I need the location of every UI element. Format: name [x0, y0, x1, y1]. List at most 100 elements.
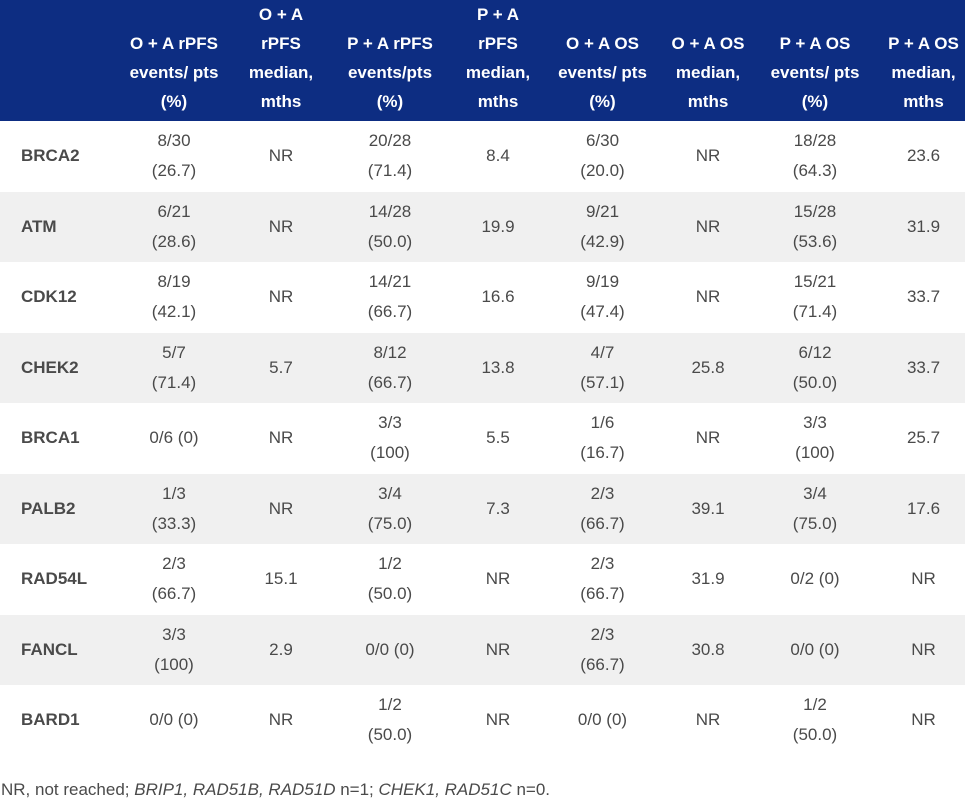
cell-line: 25.7	[906, 428, 941, 448]
table-cell: 2/3 (66.7)	[537, 544, 668, 615]
cell-line: 31.9	[691, 569, 725, 589]
cell-line: (50.0)	[792, 725, 838, 745]
cell-line: 15/21	[793, 272, 837, 292]
cell-line: 14/21	[368, 272, 412, 292]
cell-line: 0/0 (0)	[149, 710, 199, 730]
cell-line: (50.0)	[367, 584, 413, 604]
cell-line: 2/3	[590, 624, 615, 644]
table-cell: 15.1	[241, 544, 321, 615]
cell-line: (20.0)	[580, 161, 625, 181]
table-cell: 31.9	[882, 191, 965, 262]
cell-line: 17.6	[906, 498, 941, 518]
cell-line: 13.8	[481, 357, 515, 377]
table-row: FANCL 3/3 (100) 2.9 0/0 (0) NR 2/3 (66.7) 30.8 0/…	[0, 614, 965, 685]
column-header: O + A OS median, mths	[668, 0, 748, 121]
table-cell: 14/21 (66.7)	[321, 262, 459, 333]
column-header-line: O + A OS	[671, 34, 745, 53]
cell-line: (66.7)	[580, 654, 625, 674]
table-cell: NR	[668, 403, 748, 474]
column-header: P + A rPFS events/pts (%)	[321, 0, 459, 121]
cell-line: 0/6 (0)	[149, 428, 199, 448]
column-header-line: O + A	[258, 5, 304, 24]
column-header-line: median,	[465, 63, 531, 82]
table-cell: 2/3 (66.7)	[537, 614, 668, 685]
results-table: O + A rPFS events/ pts (%) O + A rPFS median,…	[0, 0, 965, 756]
cell-line: (42.1)	[151, 302, 197, 322]
cell-line: 9/21	[585, 201, 620, 221]
table-cell: NR	[668, 262, 748, 333]
table-cell: 16.6	[459, 262, 537, 333]
table-row: CDK12 8/19 (42.1) NR 14/21 (66.7) 16.6 9/19 (47.…	[0, 262, 965, 333]
header-row: O + A rPFS events/ pts (%) O + A rPFS median,…	[0, 0, 965, 121]
footnote-text: n=1;	[335, 780, 379, 799]
column-header-line: (%)	[160, 92, 188, 111]
table-cell: 25.8	[668, 332, 748, 403]
table-cell: 2/3 (66.7)	[537, 473, 668, 544]
cell-line: 0/0 (0)	[577, 710, 628, 730]
table-cell: NR	[668, 121, 748, 192]
cell-line: 25.8	[691, 357, 725, 377]
cell-line: NR	[695, 287, 721, 307]
table-cell: 2.9	[241, 614, 321, 685]
cell-line: NR	[485, 639, 511, 659]
table-cell: 5/7 (71.4)	[107, 332, 241, 403]
table-cell: 30.8	[668, 614, 748, 685]
cell-line: 33.7	[906, 357, 941, 377]
table-cell: 20/28 (71.4)	[321, 121, 459, 192]
column-header: O + A OS events/ pts (%)	[537, 0, 668, 121]
cell-line: 2/3	[590, 483, 615, 503]
cell-line: NR	[911, 639, 936, 659]
table-cell: 3/4 (75.0)	[748, 473, 882, 544]
cell-line: (100)	[154, 654, 194, 674]
cell-line: 39.1	[691, 498, 725, 518]
column-header-line: P + A rPFS	[347, 34, 433, 53]
cell-line: 15.1	[264, 569, 298, 589]
table-cell: 39.1	[668, 473, 748, 544]
cell-line: 33.7	[906, 287, 941, 307]
column-header-line: mths	[903, 92, 944, 111]
cell-line: (50.0)	[367, 725, 413, 745]
column-header-line: (%)	[801, 92, 829, 111]
column-header-line: O + A OS	[566, 34, 639, 53]
cell-line: 5.7	[269, 357, 293, 377]
cell-line: NR	[268, 710, 294, 730]
cell-line: (47.4)	[580, 302, 625, 322]
column-header-line: median,	[891, 63, 956, 82]
table-cell: 18/28 (64.3)	[748, 121, 882, 192]
table-cell: 17.6	[882, 473, 965, 544]
table-cell: 0/0 (0)	[107, 685, 241, 756]
table-cell: NR	[241, 262, 321, 333]
cell-line: (100)	[795, 443, 835, 463]
cell-line: 2/3	[590, 554, 615, 574]
cell-line: 1/2	[803, 695, 827, 715]
table-cell: 15/21 (71.4)	[748, 262, 882, 333]
cell-line: (71.4)	[367, 161, 413, 181]
table-cell: 1/6 (16.7)	[537, 403, 668, 474]
cell-line: 23.6	[906, 146, 941, 166]
footnote-gene-list: BRIP1, RAD51B, RAD51D	[134, 780, 336, 799]
table-cell: 13.8	[459, 332, 537, 403]
footnote-gene-list: CHEK1, RAD51C	[378, 780, 512, 799]
column-header-line: mths	[687, 92, 729, 111]
cell-line: (53.6)	[792, 231, 838, 251]
cell-line: 16.6	[481, 287, 515, 307]
column-header-line: O + A rPFS	[129, 34, 218, 53]
table-cell: 7.3	[459, 473, 537, 544]
table-cell: 3/3 (100)	[748, 403, 882, 474]
table-cell: 1/2 (50.0)	[321, 685, 459, 756]
table-cell: 5.7	[241, 332, 321, 403]
cell-line: NR	[268, 287, 294, 307]
table-cell: 8.4	[459, 121, 537, 192]
column-header-line: P + A OS	[888, 34, 959, 53]
table-cell: 5.5	[459, 403, 537, 474]
column-header-line: rPFS	[478, 34, 518, 53]
column-header: P + A OS events/ pts (%)	[748, 0, 882, 121]
cell-line: (71.4)	[792, 302, 838, 322]
table-cell: 31.9	[668, 544, 748, 615]
cell-line: (66.7)	[580, 513, 625, 533]
gene-name: BRCA2	[21, 146, 80, 166]
cell-line: NR	[695, 428, 721, 448]
table-row: BRCA1 0/6 (0) NR 3/3 (100) 5.5 1/6 (16.7) NR 3/3 (…	[0, 403, 965, 474]
cell-line: 6/12	[798, 342, 832, 362]
